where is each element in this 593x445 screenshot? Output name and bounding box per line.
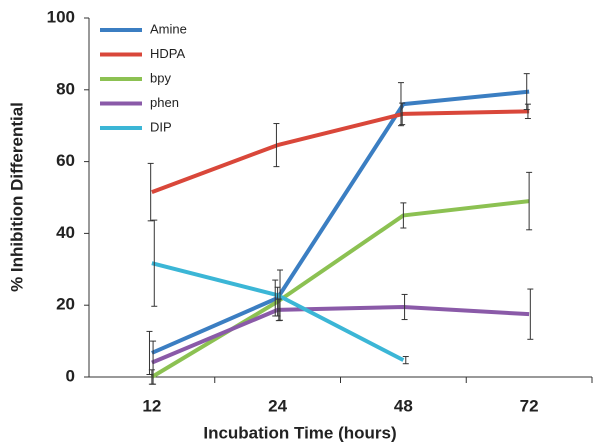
error-bar	[527, 288, 534, 340]
x-tick-label: 12	[142, 396, 161, 415]
y-tick-label: 100	[47, 7, 75, 26]
x-tick-label: 24	[268, 396, 287, 415]
error-bar	[150, 340, 157, 385]
y-axis-title: % Inhibition Differential	[7, 102, 26, 292]
x-tick-label: 48	[394, 396, 413, 415]
legend-label: HDPA	[150, 46, 185, 61]
legend-label: Amine	[150, 21, 187, 36]
y-tick-label: 20	[56, 295, 75, 314]
x-tick-label: 72	[520, 396, 539, 415]
error-bar	[147, 162, 154, 222]
legend-label: phen	[150, 95, 179, 110]
series-line	[150, 199, 530, 379]
error-bar	[277, 269, 284, 321]
error-bar	[402, 356, 409, 365]
error-bar	[526, 171, 533, 231]
y-tick-label: 40	[56, 223, 75, 242]
series-line	[151, 304, 530, 365]
x-axis-title: Incubation Time (hours)	[203, 423, 396, 442]
error-bar	[400, 202, 407, 229]
series-line	[151, 109, 530, 194]
legend-label: bpy	[150, 70, 171, 85]
error-bar	[399, 102, 406, 126]
error-bar	[273, 123, 280, 168]
legend-label: DIP	[150, 119, 172, 134]
y-tick-label: 60	[56, 151, 75, 170]
error-bar	[524, 103, 531, 120]
y-tick-label: 80	[56, 79, 75, 98]
error-bar	[397, 82, 404, 127]
error-bar	[401, 293, 408, 321]
error-bar	[151, 219, 158, 307]
error-bar	[146, 330, 153, 375]
error-bar	[523, 73, 530, 111]
y-tick-label: 0	[66, 366, 75, 385]
series-line	[151, 89, 530, 355]
